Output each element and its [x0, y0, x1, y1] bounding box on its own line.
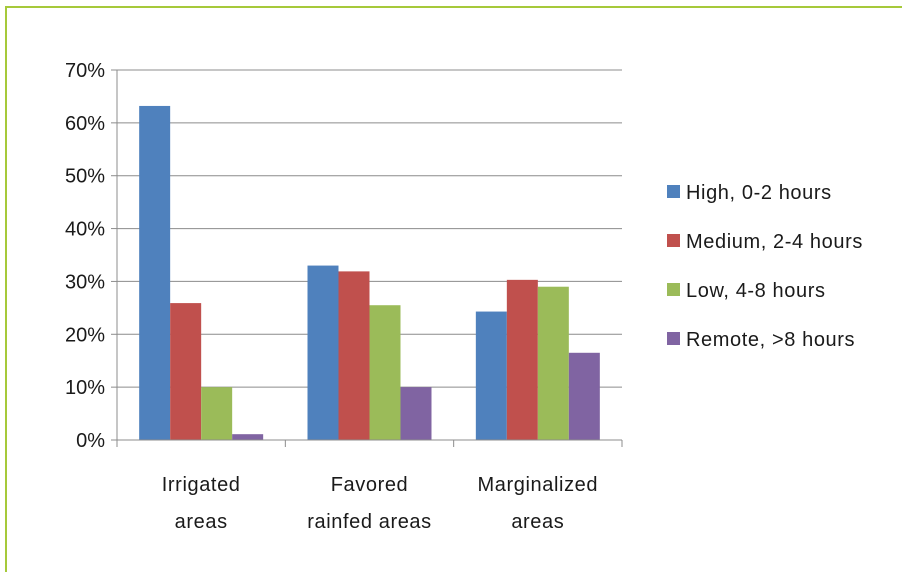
legend-label: High, 0-2 hours [686, 182, 832, 204]
y-tick-label: 70% [65, 60, 105, 82]
bar [232, 434, 264, 440]
legend-item: Medium, 2-4 hours [667, 231, 863, 253]
bar [338, 271, 370, 440]
bar [369, 305, 401, 440]
legend: High, 0-2 hours Medium, 2-4 hours Low, 4-8… [667, 182, 863, 351]
x-axis-category-labels: Irrigated areas Favored rainfed areas Margin… [162, 474, 598, 533]
x-category-label: Favored [331, 474, 409, 496]
bar [400, 387, 432, 440]
y-tick-label: 60% [65, 113, 105, 135]
legend-label: Low, 4-8 hours [686, 280, 826, 302]
legend-swatch [667, 234, 680, 247]
legend-item: High, 0-2 hours [667, 182, 832, 204]
legend-label: Medium, 2-4 hours [686, 231, 863, 253]
legend-swatch [667, 283, 680, 296]
x-category-label: areas [175, 511, 228, 533]
bar [506, 279, 538, 440]
bars [139, 105, 600, 440]
x-category-label: Marginalized [478, 474, 599, 496]
legend-item: Low, 4-8 hours [667, 280, 826, 302]
x-category-label: rainfed areas [307, 511, 432, 533]
chart-frame-border [5, 6, 902, 572]
y-tick-label: 20% [65, 324, 105, 346]
x-category-label: Irrigated [162, 474, 241, 496]
bar [475, 311, 507, 440]
legend-label: Remote, >8 hours [686, 329, 855, 351]
legend-item: Remote, >8 hours [667, 329, 855, 351]
y-tick-label: 50% [65, 166, 105, 188]
bar [307, 265, 339, 440]
y-tick-label: 30% [65, 271, 105, 293]
x-category-label: areas [511, 511, 564, 533]
bar [139, 105, 171, 440]
axes [111, 69, 623, 447]
y-tick-label: 10% [65, 377, 105, 399]
bar [568, 352, 600, 440]
bar [201, 387, 233, 440]
y-tick-label: 0% [76, 430, 105, 452]
bar [170, 303, 202, 440]
legend-swatch [667, 332, 680, 345]
bar [537, 286, 569, 440]
y-axis-tick-labels: 0% 10% 20% 30% 40% 50% 60% 70% [65, 60, 105, 452]
y-tick-label: 40% [65, 219, 105, 241]
legend-swatch [667, 185, 680, 198]
